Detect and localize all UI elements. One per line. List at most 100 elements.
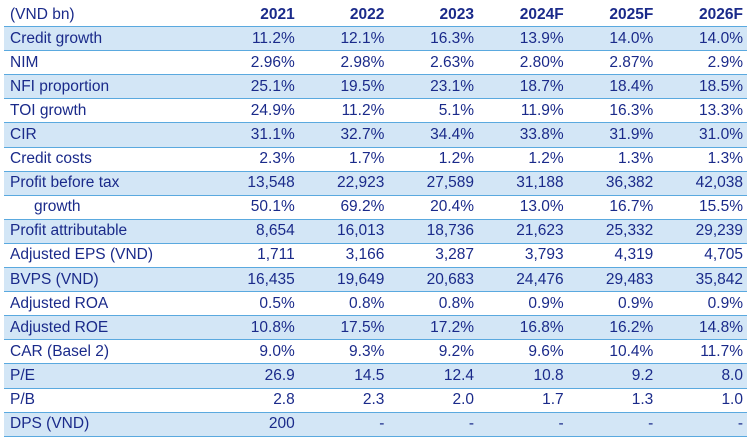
- row-value-2024f: 24,476: [478, 267, 568, 293]
- row-value-2024f: 0.9%: [478, 291, 568, 317]
- row-value-2024f: -: [478, 412, 568, 437]
- row-value-2021: 24.9%: [209, 98, 299, 124]
- row-value-2026f: 15.5%: [657, 195, 747, 220]
- table-row: Profit attributable 8,654 16,013 18,736 21,6…: [4, 219, 747, 244]
- row-value-2024f: 9.6%: [478, 339, 568, 365]
- row-value-2023: 3,287: [388, 243, 479, 269]
- row-value-2025f: 16.7%: [567, 195, 658, 220]
- row-value-2021: 10.8%: [209, 315, 299, 341]
- row-value-2022: 22,923: [298, 171, 389, 196]
- row-label: Adjusted ROE: [4, 315, 210, 341]
- table-row: Adjusted EPS (VND) 1,711 3,166 3,287 3,793 4,…: [4, 243, 747, 269]
- row-value-2021: 31.1%: [209, 122, 299, 148]
- row-label: growth: [4, 195, 210, 220]
- row-label: Profit before tax: [4, 171, 210, 196]
- row-label: TOI growth: [4, 98, 210, 124]
- row-label: P/B: [4, 388, 210, 413]
- table-body: Credit growth 11.2% 12.1% 16.3% 13.9% 14.0% 14…: [4, 26, 747, 437]
- row-value-2021: 26.9: [209, 363, 299, 389]
- header-year-2024f: 2024F: [478, 3, 568, 28]
- row-value-2025f: 0.9%: [567, 291, 658, 317]
- row-value-2021: 25.1%: [209, 74, 299, 100]
- row-value-2021: 2.8: [209, 388, 299, 413]
- row-value-2026f: 13.3%: [657, 98, 747, 124]
- row-label: DPS (VND): [4, 412, 210, 437]
- row-value-2023: 1.2%: [388, 147, 479, 172]
- row-value-2021: 16,435: [209, 267, 299, 293]
- row-value-2024f: 3,793: [478, 243, 568, 269]
- row-label: Adjusted EPS (VND): [4, 243, 210, 269]
- table-row: P/E 26.9 14.5 12.4 10.8 9.2 8.0: [4, 363, 747, 389]
- row-value-2022: 11.2%: [298, 98, 389, 124]
- row-value-2025f: 9.2: [567, 363, 658, 389]
- row-value-2026f: 42,038: [657, 171, 747, 196]
- table-row: NFI proportion 25.1% 19.5% 23.1% 18.7% 18.4% 1…: [4, 74, 747, 100]
- row-label: NIM: [4, 50, 210, 76]
- row-value-2021: 1,711: [209, 243, 299, 269]
- row-value-2022: 19.5%: [298, 74, 389, 100]
- row-value-2024f: 1.7: [478, 388, 568, 413]
- row-label: Profit attributable: [4, 219, 210, 244]
- row-value-2025f: 18.4%: [567, 74, 658, 100]
- row-value-2024f: 2.80%: [478, 50, 568, 76]
- row-value-2023: 9.2%: [388, 339, 479, 365]
- table-row: CIR 31.1% 32.7% 34.4% 33.8% 31.9% 31.0%: [4, 122, 747, 148]
- row-value-2025f: 1.3%: [567, 147, 658, 172]
- row-value-2021: 13,548: [209, 171, 299, 196]
- table-row: DPS (VND) 200- - - - -: [4, 412, 747, 437]
- row-value-2021: 11.2%: [209, 26, 299, 52]
- row-label: Credit costs: [4, 147, 210, 172]
- table-row: growth 50.1% 69.2% 20.4% 13.0% 16.7% 15.5%: [4, 195, 747, 220]
- row-value-2023: 17.2%: [388, 315, 479, 341]
- header-year-2025f: 2025F: [567, 3, 658, 28]
- row-value-2021: 200: [209, 412, 299, 437]
- row-value-2023: 20.4%: [388, 195, 479, 220]
- table-row: Credit growth 11.2% 12.1% 16.3% 13.9% 14.0% 14…: [4, 26, 747, 52]
- row-value-2026f: 11.7%: [657, 339, 747, 365]
- row-value-2021: 2.96%: [209, 50, 299, 76]
- row-value-2025f: -: [567, 412, 658, 437]
- row-value-2026f: 2.9%: [657, 50, 747, 76]
- row-value-2026f: 14.0%: [657, 26, 747, 52]
- row-value-2022: 14.5: [298, 363, 389, 389]
- row-value-2022: 12.1%: [298, 26, 389, 52]
- table-row: BVPS (VND) 16,435 19,649 20,683 24,476 29,483…: [4, 267, 747, 293]
- header-year-2023: 2023: [388, 3, 479, 28]
- row-value-2025f: 31.9%: [567, 122, 658, 148]
- row-value-2026f: 18.5%: [657, 74, 747, 100]
- row-value-2024f: 18.7%: [478, 74, 568, 100]
- row-value-2023: 16.3%: [388, 26, 479, 52]
- row-label: NFI proportion: [4, 74, 210, 100]
- row-value-2024f: 16.8%: [478, 315, 568, 341]
- row-value-2023: 18,736: [388, 219, 479, 244]
- row-label: Credit growth: [4, 26, 210, 52]
- row-value-2025f: 1.3: [567, 388, 658, 413]
- row-value-2024f: 13.9%: [478, 26, 568, 52]
- table-header-row: (VND bn) 2021 2022 2023 2024F 2025F 2026…: [4, 3, 747, 28]
- row-value-2026f: 31.0%: [657, 122, 747, 148]
- row-value-2026f: 8.0: [657, 363, 747, 389]
- row-value-2022: 9.3%: [298, 339, 389, 365]
- row-value-2026f: 0.9%: [657, 291, 747, 317]
- row-value-2023: 20,683: [388, 267, 479, 293]
- row-value-2026f: 14.8%: [657, 315, 747, 341]
- row-value-2022: 32.7%: [298, 122, 389, 148]
- row-value-2022: 0.8%: [298, 291, 389, 317]
- row-label: CAR (Basel 2): [4, 339, 210, 365]
- table-row: NIM 2.96% 2.98% 2.63% 2.80% 2.87% 2.9%: [4, 50, 747, 76]
- header-year-2021: 2021: [209, 3, 299, 28]
- row-value-2025f: 25,332: [567, 219, 658, 244]
- table-row: Credit costs 2.3% 1.7% 1.2% 1.2% 1.3% 1.3%: [4, 147, 747, 172]
- row-value-2024f: 21,623: [478, 219, 568, 244]
- row-value-2024f: 11.9%: [478, 98, 568, 124]
- table-row: TOI growth 24.9% 11.2% 5.1% 11.9% 16.3% 13.3%: [4, 98, 747, 124]
- row-value-2023: 2.0: [388, 388, 479, 413]
- row-value-2023: 0.8%: [388, 291, 479, 317]
- row-value-2022: -: [298, 412, 389, 437]
- row-value-2023: 12.4: [388, 363, 479, 389]
- row-value-2024f: 10.8: [478, 363, 568, 389]
- row-value-2024f: 31,188: [478, 171, 568, 196]
- row-value-2023: -: [388, 412, 479, 437]
- row-value-2026f: 4,705: [657, 243, 747, 269]
- table-row: CAR (Basel 2) 9.0% 9.3% 9.2% 9.6% 10.4% 11.7%: [4, 339, 747, 365]
